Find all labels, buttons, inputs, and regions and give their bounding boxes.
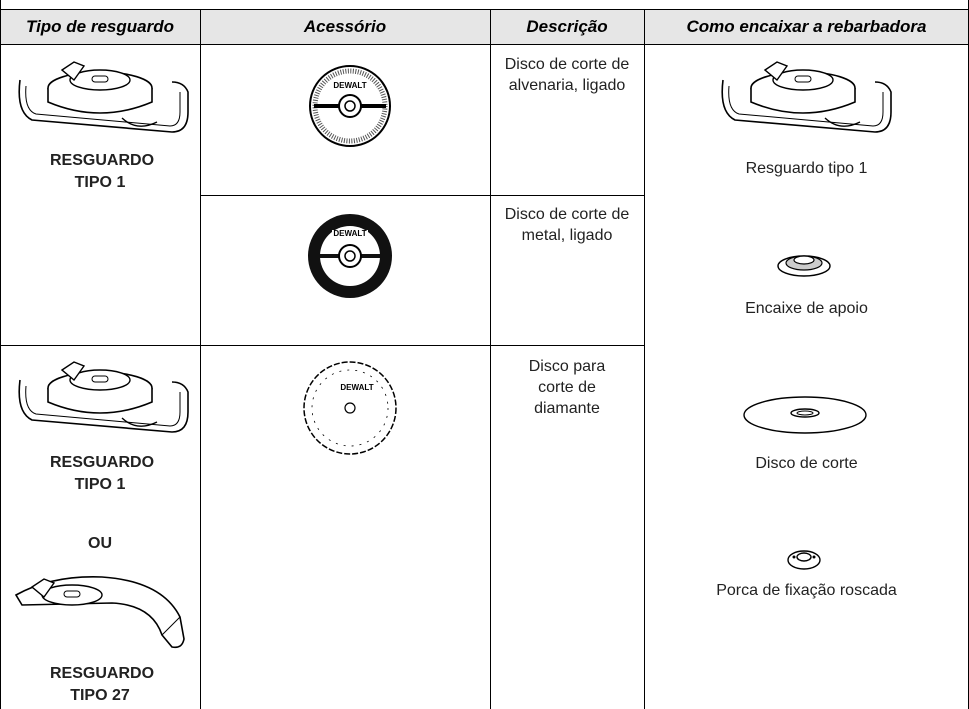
guard-label: RESGUARDO TIPO 1 bbox=[50, 152, 155, 191]
assembly-step: Porca de fixação roscada bbox=[716, 582, 897, 599]
diamond-disc-icon: DEWALT bbox=[303, 361, 397, 455]
rule bbox=[644, 9, 645, 709]
rule bbox=[0, 44, 969, 45]
assembly-step: Resguardo tipo 1 bbox=[745, 160, 868, 177]
masonry-disc-icon: DEWALT bbox=[309, 65, 391, 147]
header-cell: Descrição bbox=[490, 10, 644, 44]
metal-disc-icon: DEWALT bbox=[308, 214, 392, 298]
rule bbox=[200, 9, 201, 709]
description: Disco de corte de metal, ligado bbox=[504, 206, 630, 244]
cutting-disc-icon bbox=[743, 396, 867, 434]
description: Disco de corte de alvenaria, ligado bbox=[504, 56, 630, 94]
guard-type1-icon bbox=[12, 352, 192, 442]
rule bbox=[0, 9, 969, 10]
guard-label: RESGUARDO TIPO 27 bbox=[50, 665, 155, 704]
assembly-step: Disco de corte bbox=[755, 455, 858, 472]
guard-type1-icon bbox=[12, 52, 192, 142]
description: Disco para corte de diamante bbox=[528, 358, 606, 417]
header-cell: Tipo de resguardo bbox=[0, 10, 200, 44]
assembly-step: Encaixe de apoio bbox=[745, 300, 868, 317]
clamp-nut-icon bbox=[787, 550, 821, 570]
disc-logo: DEWALT bbox=[333, 229, 366, 238]
disc-logo: DEWALT bbox=[340, 383, 373, 392]
rule bbox=[0, 0, 1, 709]
guard-type27-icon bbox=[12, 565, 192, 655]
guard-type1-icon bbox=[715, 52, 895, 142]
rule bbox=[490, 9, 491, 709]
header-cell: Acessório bbox=[200, 10, 490, 44]
rule bbox=[200, 195, 644, 196]
guard-label: RESGUARDO TIPO 1 bbox=[50, 454, 155, 493]
disc-logo: DEWALT bbox=[333, 81, 366, 90]
rule bbox=[0, 345, 644, 346]
header-cell: Como encaixar a rebarbadora bbox=[644, 10, 969, 44]
guard-or: OU bbox=[88, 535, 112, 552]
backing-flange-icon bbox=[777, 255, 831, 277]
